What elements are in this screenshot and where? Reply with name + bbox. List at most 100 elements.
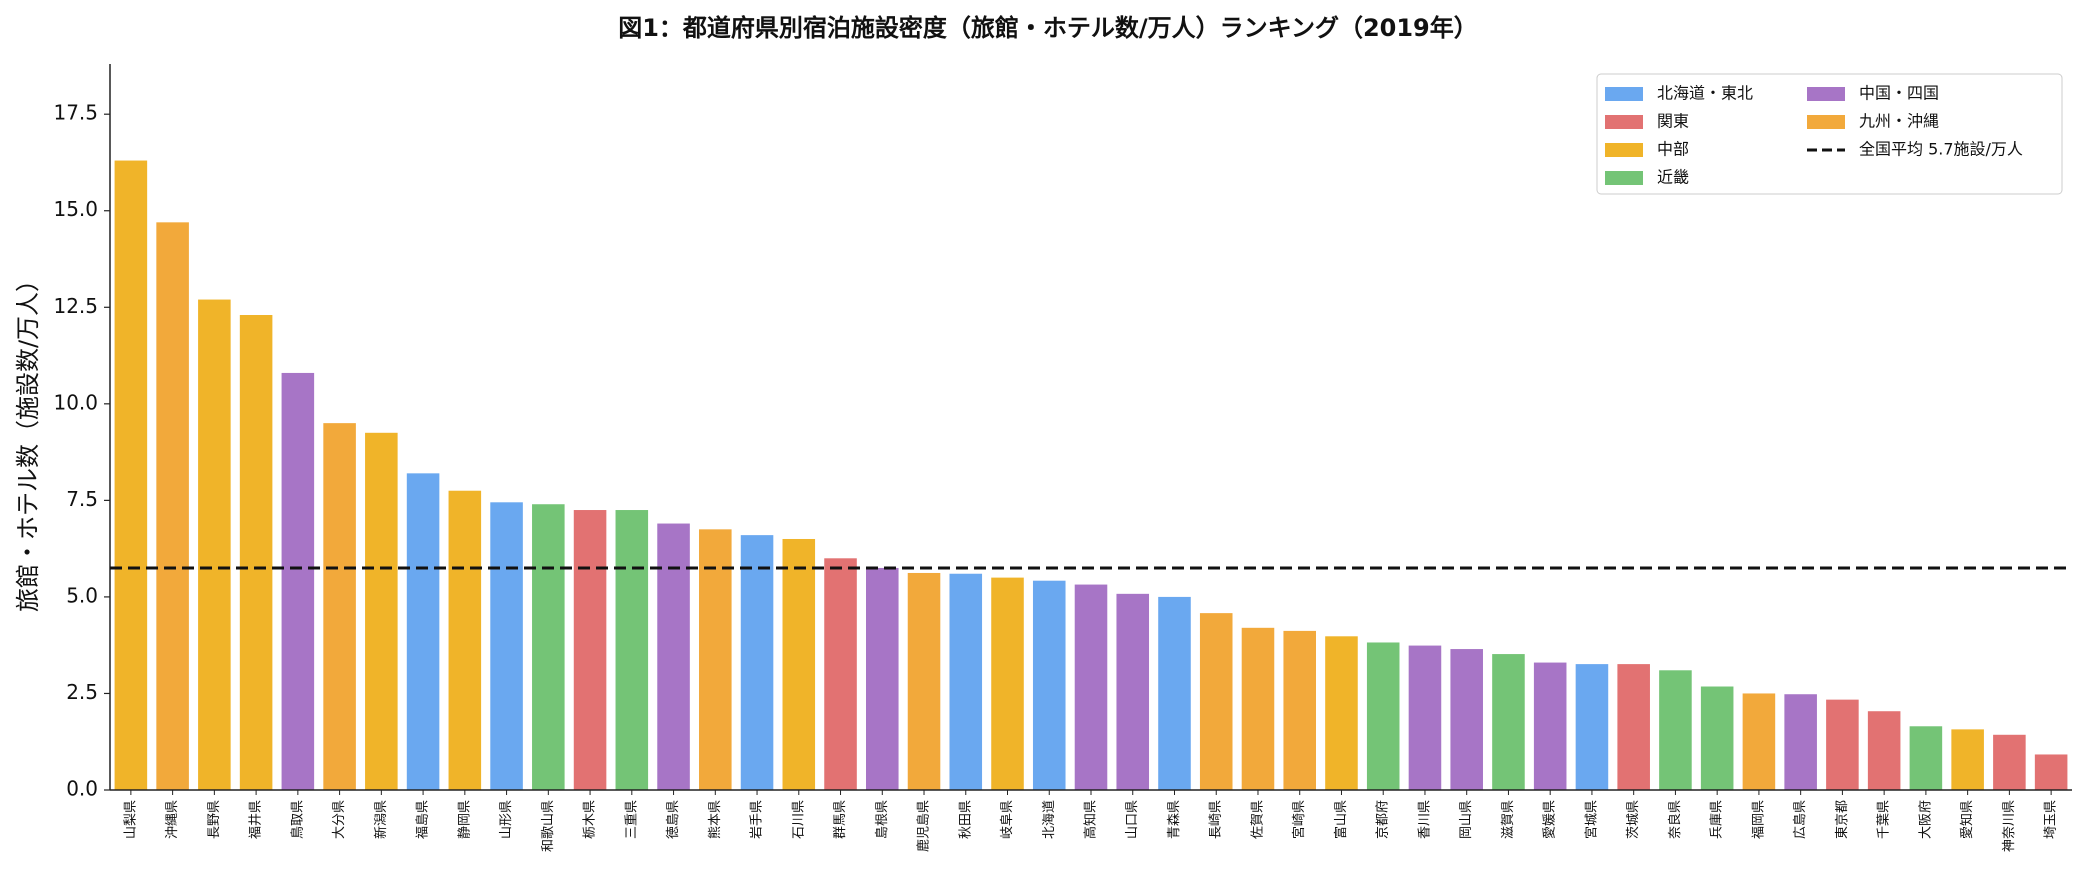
bar-鹿児島県 bbox=[907, 572, 941, 790]
bar-徳島県 bbox=[657, 523, 690, 790]
legend-label: 中国・四国 bbox=[1859, 84, 1939, 103]
bar-茨城県 bbox=[1617, 664, 1650, 790]
x-tick-label: 島根県 bbox=[875, 800, 890, 839]
x-tick-label: 愛媛県 bbox=[1543, 800, 1558, 839]
bar-岐阜県 bbox=[991, 577, 1024, 790]
x-tick-label: 福岡県 bbox=[1751, 800, 1766, 839]
x-tick-label: 東京都 bbox=[1834, 800, 1850, 839]
bar-千葉県 bbox=[1867, 711, 1901, 790]
bar-高知県 bbox=[1074, 584, 1108, 790]
x-tick-label: 宮城県 bbox=[1583, 800, 1599, 839]
legend-label: 近畿 bbox=[1657, 168, 1689, 187]
legend-swatch bbox=[1605, 143, 1643, 157]
x-tick-label: 京都府 bbox=[1376, 800, 1391, 839]
bar-宮崎県 bbox=[1283, 630, 1316, 790]
x-tick-label: 長崎県 bbox=[1209, 800, 1224, 839]
bar-京都府 bbox=[1366, 642, 1400, 790]
x-tick-label: 大阪府 bbox=[1918, 800, 1933, 839]
bar-沖縄県 bbox=[156, 222, 189, 790]
x-tick-label: 奈良県 bbox=[1667, 800, 1683, 839]
bar-岡山県 bbox=[1450, 649, 1483, 790]
legend-swatch bbox=[1605, 115, 1643, 129]
y-tick-label: 12.5 bbox=[53, 294, 98, 318]
bar-愛知県 bbox=[1951, 729, 1984, 790]
bar-静岡県 bbox=[448, 490, 482, 790]
bar-佐賀県 bbox=[1241, 627, 1275, 790]
x-tick-label: 青森県 bbox=[1167, 800, 1182, 839]
x-tick-label: 長野県 bbox=[207, 800, 222, 839]
y-tick-label: 0.0 bbox=[66, 777, 98, 801]
legend-swatch bbox=[1807, 115, 1845, 129]
x-tick-label: 岩手県 bbox=[750, 800, 765, 839]
plot-area: 山梨県 沖縄県 長野県 福井県 鳥取県 大分県 新潟県 福島県 静岡県 山形県 和歌山県 栃木県 三重県… bbox=[53, 64, 2072, 852]
bar-神奈川県 bbox=[1993, 734, 2026, 790]
y-tick-label: 15.0 bbox=[53, 197, 98, 221]
chart-title: 図1：都道府県別宿泊施設密度（旅館・ホテル数/万人）ランキング（2019年） bbox=[618, 14, 1478, 42]
bar-島根県 bbox=[866, 567, 899, 790]
x-tick-label: 神奈川県 bbox=[2002, 800, 2017, 852]
x-tick-label: 沖縄県 bbox=[165, 800, 180, 839]
y-axis-label: 旅館・ホテル数（施設数/万人） bbox=[14, 268, 42, 612]
legend-label: 北海道・東北 bbox=[1657, 84, 1753, 103]
x-tick-label: 千葉県 bbox=[1877, 800, 1892, 839]
x-tick-label: 山梨県 bbox=[123, 800, 138, 839]
x-tick-label: 富山県 bbox=[1333, 800, 1349, 839]
x-tick-label: 宮崎県 bbox=[1291, 800, 1307, 839]
x-tick-label: 滋賀県 bbox=[1501, 800, 1516, 839]
x-tick-label: 埼玉県 bbox=[2044, 800, 2059, 839]
bar-岩手県 bbox=[740, 535, 774, 790]
x-tick-label: 岡山県 bbox=[1459, 800, 1474, 839]
x-tick-label: 大分県 bbox=[332, 800, 347, 839]
y-tick-label: 5.0 bbox=[66, 583, 98, 607]
y-tick-label: 2.5 bbox=[66, 680, 98, 704]
x-tick-label: 北海道 bbox=[1042, 800, 1057, 839]
bar-熊本県 bbox=[699, 529, 732, 790]
bar-福島県 bbox=[406, 473, 440, 790]
x-tick-label: 徳島県 bbox=[666, 800, 681, 839]
bar-埼玉県 bbox=[2034, 754, 2068, 790]
bar-福岡県 bbox=[1742, 693, 1776, 790]
x-tick-label: 高知県 bbox=[1083, 800, 1099, 839]
x-tick-label: 福島県 bbox=[416, 800, 431, 839]
bar-北海道 bbox=[1032, 580, 1066, 790]
bar-青森県 bbox=[1158, 596, 1191, 790]
legend-swatch bbox=[1605, 87, 1643, 101]
bar-山梨県 bbox=[114, 160, 148, 791]
bar-鳥取県 bbox=[281, 372, 315, 790]
bar-宮城県 bbox=[1575, 664, 1609, 790]
bar-長崎県 bbox=[1199, 613, 1233, 790]
x-tick-label: 広島県 bbox=[1793, 800, 1808, 839]
x-tick-label: 岐阜県 bbox=[999, 800, 1015, 839]
bar-山口県 bbox=[1116, 593, 1150, 790]
y-tick-label: 10.0 bbox=[53, 390, 98, 414]
x-tick-label: 三重県 bbox=[623, 800, 639, 839]
x-tick-label: 愛知県 bbox=[1959, 800, 1975, 839]
x-tick-label: 佐賀県 bbox=[1250, 800, 1265, 839]
x-tick-label: 石川県 bbox=[791, 800, 806, 839]
legend-label: 全国平均 5.7施設/万人 bbox=[1859, 140, 2023, 159]
x-tick-label: 熊本県 bbox=[707, 800, 723, 839]
x-tick-label: 新潟県 bbox=[373, 800, 389, 839]
bar-栃木県 bbox=[573, 510, 607, 790]
bar-広島県 bbox=[1784, 694, 1817, 790]
bar-新潟県 bbox=[365, 432, 398, 790]
legend-label: 九州・沖縄 bbox=[1859, 112, 1939, 131]
legend-swatch bbox=[1605, 171, 1643, 185]
bar-長野県 bbox=[198, 299, 231, 790]
bar-滋賀県 bbox=[1492, 654, 1525, 790]
x-tick-label: 福井県 bbox=[249, 800, 264, 839]
bar-大分県 bbox=[323, 423, 356, 790]
x-tick-label: 香川県 bbox=[1417, 800, 1432, 839]
x-tick-label: 和歌山県 bbox=[541, 800, 556, 852]
x-tick-label: 鹿児島県 bbox=[916, 800, 932, 852]
bar-石川県 bbox=[782, 538, 816, 790]
bar-秋田県 bbox=[949, 573, 983, 790]
bar-東京都 bbox=[1826, 699, 1859, 790]
y-tick-label: 17.5 bbox=[53, 101, 98, 125]
bar-奈良県 bbox=[1659, 670, 1692, 790]
x-tick-label: 秋田県 bbox=[958, 800, 973, 839]
bar-兵庫県 bbox=[1700, 686, 1734, 790]
legend-label: 中部 bbox=[1657, 140, 1689, 159]
bar-和歌山県 bbox=[532, 504, 565, 790]
